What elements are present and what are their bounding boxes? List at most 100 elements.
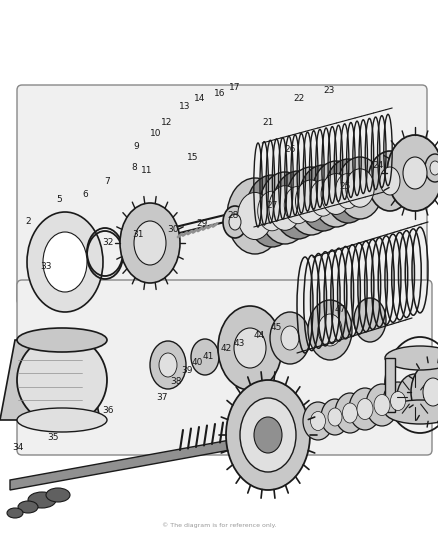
- Ellipse shape: [191, 339, 219, 375]
- FancyBboxPatch shape: [17, 85, 426, 305]
- Text: 13: 13: [178, 102, 190, 111]
- Text: 34: 34: [12, 443, 23, 452]
- Text: © The diagram is for reference only.: © The diagram is for reference only.: [162, 522, 276, 528]
- Bar: [384, 358, 394, 412]
- Ellipse shape: [327, 408, 341, 426]
- Text: 41: 41: [202, 352, 214, 360]
- Text: 33: 33: [40, 262, 52, 271]
- Ellipse shape: [27, 212, 103, 312]
- Ellipse shape: [268, 185, 300, 230]
- Text: 47: 47: [334, 305, 345, 313]
- Polygon shape: [0, 340, 100, 420]
- Ellipse shape: [365, 384, 397, 426]
- Ellipse shape: [384, 400, 438, 424]
- Text: 35: 35: [47, 433, 58, 441]
- FancyBboxPatch shape: [17, 280, 431, 455]
- Text: 31: 31: [132, 230, 144, 239]
- Text: 9: 9: [133, 142, 139, 151]
- Ellipse shape: [335, 173, 360, 208]
- Text: 15: 15: [187, 153, 198, 161]
- Text: 43: 43: [233, 340, 244, 348]
- Ellipse shape: [320, 399, 348, 435]
- Ellipse shape: [150, 341, 186, 389]
- Polygon shape: [10, 420, 339, 490]
- Text: 2: 2: [26, 217, 31, 225]
- Ellipse shape: [334, 393, 364, 433]
- Ellipse shape: [258, 172, 310, 244]
- Text: 22: 22: [292, 94, 304, 103]
- Text: 11: 11: [141, 166, 152, 175]
- Ellipse shape: [356, 399, 372, 419]
- Ellipse shape: [134, 221, 166, 265]
- Ellipse shape: [298, 165, 346, 231]
- Ellipse shape: [429, 161, 438, 175]
- Text: 37: 37: [156, 393, 168, 401]
- Ellipse shape: [353, 298, 385, 342]
- Text: 42: 42: [220, 344, 231, 352]
- Text: 27: 27: [266, 201, 277, 209]
- Ellipse shape: [237, 192, 272, 239]
- Ellipse shape: [410, 362, 438, 422]
- Ellipse shape: [18, 501, 38, 513]
- Text: 10: 10: [150, 129, 161, 138]
- Ellipse shape: [223, 206, 247, 238]
- Text: 38: 38: [170, 377, 181, 385]
- Ellipse shape: [43, 232, 87, 292]
- Ellipse shape: [367, 151, 411, 211]
- Text: 30: 30: [167, 225, 179, 233]
- Ellipse shape: [402, 157, 426, 189]
- Ellipse shape: [320, 174, 350, 214]
- Ellipse shape: [233, 328, 265, 368]
- Ellipse shape: [342, 403, 357, 423]
- Text: 36: 36: [102, 406, 113, 415]
- Ellipse shape: [218, 306, 281, 390]
- Ellipse shape: [17, 328, 107, 352]
- Ellipse shape: [396, 374, 432, 420]
- Text: 39: 39: [180, 366, 192, 375]
- Text: 16: 16: [213, 89, 225, 98]
- Ellipse shape: [226, 178, 283, 254]
- Ellipse shape: [257, 191, 286, 231]
- Ellipse shape: [254, 417, 281, 453]
- Ellipse shape: [384, 346, 438, 370]
- Text: 23: 23: [323, 86, 334, 95]
- Text: 26: 26: [283, 145, 295, 154]
- Ellipse shape: [28, 492, 56, 508]
- Ellipse shape: [317, 314, 341, 346]
- Ellipse shape: [229, 214, 240, 230]
- Ellipse shape: [386, 135, 438, 211]
- Ellipse shape: [17, 408, 107, 432]
- Text: 5: 5: [56, 196, 62, 204]
- Ellipse shape: [382, 382, 412, 420]
- Ellipse shape: [348, 388, 380, 430]
- Text: 12: 12: [161, 118, 172, 127]
- Ellipse shape: [285, 167, 335, 235]
- Text: 32: 32: [102, 238, 113, 247]
- Ellipse shape: [46, 488, 70, 502]
- Text: 14: 14: [194, 94, 205, 103]
- Ellipse shape: [324, 159, 370, 223]
- Ellipse shape: [390, 392, 405, 410]
- Ellipse shape: [309, 180, 336, 216]
- Ellipse shape: [226, 380, 309, 490]
- Ellipse shape: [269, 312, 309, 364]
- Ellipse shape: [159, 353, 177, 377]
- Ellipse shape: [7, 508, 23, 518]
- Ellipse shape: [424, 154, 438, 182]
- Ellipse shape: [120, 203, 180, 283]
- Ellipse shape: [310, 411, 325, 431]
- Ellipse shape: [379, 167, 399, 195]
- Text: 24: 24: [371, 161, 382, 169]
- Text: 6: 6: [82, 190, 88, 199]
- Ellipse shape: [295, 180, 326, 222]
- Text: 25: 25: [338, 182, 350, 191]
- Ellipse shape: [280, 326, 298, 350]
- Ellipse shape: [245, 175, 297, 247]
- Text: 28: 28: [226, 212, 238, 220]
- Text: 40: 40: [191, 358, 203, 367]
- Ellipse shape: [307, 300, 351, 360]
- Ellipse shape: [373, 394, 389, 416]
- Ellipse shape: [302, 402, 332, 440]
- Ellipse shape: [240, 398, 295, 472]
- Ellipse shape: [345, 169, 374, 207]
